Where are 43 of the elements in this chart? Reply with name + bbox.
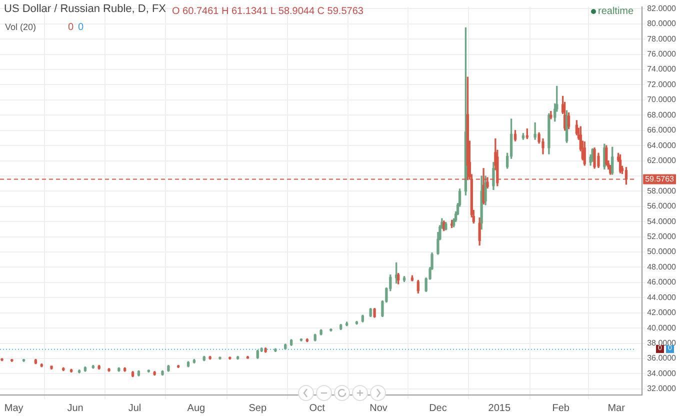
y-tick-label: 44.0000 [647,292,677,302]
y-tick-label: 42.0000 [647,308,677,318]
annotation: O 60.7461 H 61.1341 L 58.9044 C 59.5763 [172,6,364,17]
x-tick-label: Mar [608,402,626,414]
ref-line-label: 59.5763 [645,174,675,184]
y-tick-label: 46.0000 [647,278,677,287]
y-tick-label: 76.0000 [647,50,677,59]
x-tick-label: Jun [67,402,84,414]
x-tick-label: Sep [248,402,267,414]
y-tick-label: 34.0000 [647,368,677,378]
y-tick-label: 68.0000 [647,110,677,120]
y-tick-label: 78.0000 [647,34,677,44]
annotation: 0 [78,22,84,33]
y-tick-label: 62.0000 [647,156,677,165]
y-tick-label: 66.0000 [647,126,677,135]
candlestick [534,122,536,140]
annotation: Vol (20) [5,22,36,32]
y-tick-label: 56.0000 [647,202,677,211]
x-tick-label: Oct [309,402,326,414]
x-tick-label: May [4,402,24,414]
x-tick-label: Dec [429,402,447,414]
y-tick-label: 36.0000 [647,354,677,363]
y-tick-label: 50.0000 [647,247,677,256]
x-tick-label: Aug [187,402,206,414]
y-tick-label: 74.0000 [647,64,677,74]
y-tick-label: 52.0000 [647,232,677,242]
y-tick-label: 72.0000 [647,80,677,89]
chart-title: US Dollar / Russian Ruble, D, FX [4,3,166,15]
y-tick-label: 64.0000 [647,140,677,150]
x-tick-label: Jul [128,402,142,414]
y-tick-label: 48.0000 [647,262,677,272]
y-tick-label: 82.0000 [647,4,677,13]
y-tick-label: 80.0000 [647,19,677,28]
y-tick-label: 54.0000 [647,216,677,226]
y-tick-label: 40.0000 [647,323,677,332]
y-tick-label: 32.0000 [647,384,677,394]
x-tick-label: 2015 [488,402,511,414]
annotation: realtime [598,6,634,17]
x-tick-label: Feb [552,402,570,414]
y-tick-label: 70.0000 [647,95,677,104]
x-tick-label: Nov [370,402,388,414]
annotation: 0 [68,22,74,33]
y-tick-label: 58.0000 [647,186,677,196]
